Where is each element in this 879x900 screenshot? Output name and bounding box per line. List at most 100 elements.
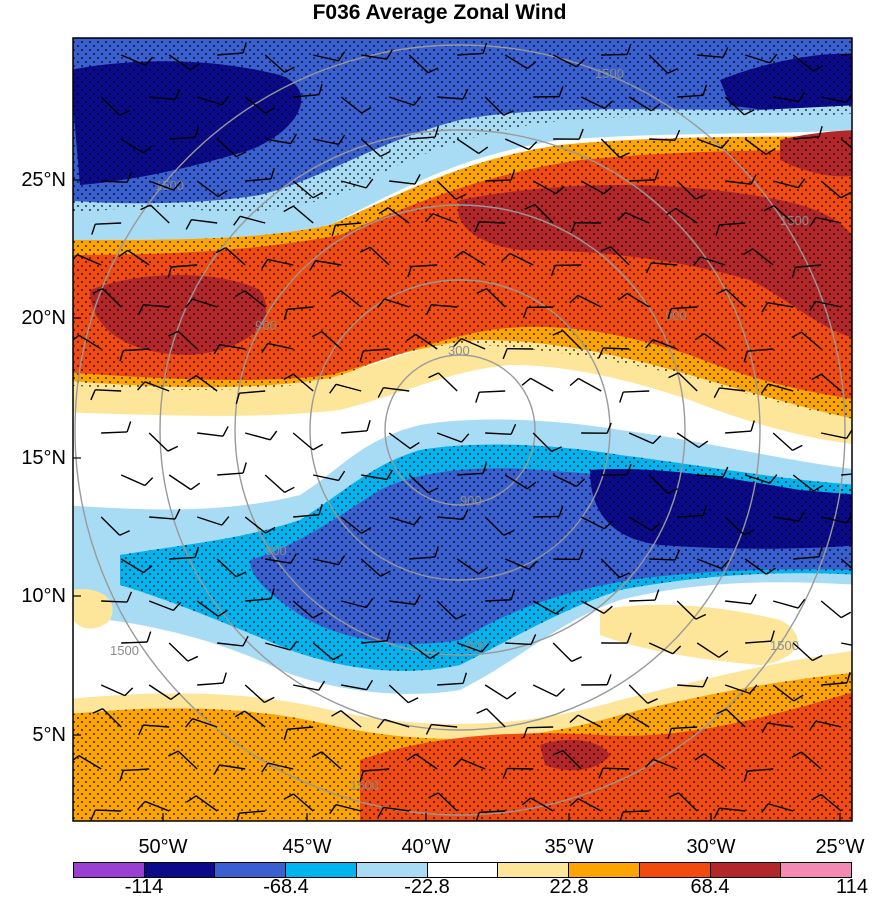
wind-barb (197, 426, 229, 437)
wind-barb (359, 348, 390, 362)
colorbar-swatch (356, 863, 428, 877)
wind-barb (501, 252, 534, 266)
wind-barb (617, 211, 650, 224)
wind-barb (233, 215, 266, 226)
wind-barb (331, 290, 362, 308)
wind-barb (521, 797, 554, 812)
colorbar-swatch (710, 863, 782, 877)
wind-barb (617, 292, 650, 308)
significance-stipple (73, 38, 852, 214)
wind-barb (437, 509, 469, 521)
wind-barb (361, 49, 393, 60)
wind-barb (92, 708, 122, 728)
wind-barb (772, 432, 803, 452)
latitude-label: 25°N (21, 169, 66, 191)
wind-barb (168, 330, 198, 350)
wind-barb (761, 302, 794, 313)
wind-barb (524, 203, 554, 224)
wind-barb (311, 751, 342, 770)
wind-barb (244, 684, 275, 704)
wind-barb (821, 671, 851, 686)
wind-barb (244, 96, 276, 114)
wind-barb (293, 503, 323, 518)
wind-barb (90, 389, 122, 401)
wind-barb (550, 264, 582, 277)
colorbar-swatch (144, 863, 216, 877)
wind-barb (552, 642, 582, 662)
wind-barb (716, 288, 746, 308)
wind-barb (340, 516, 372, 534)
wind-barb (840, 138, 852, 150)
wind-barb (581, 422, 612, 434)
wind-barb (598, 347, 630, 359)
wind-barb (676, 180, 707, 200)
wind-barb (236, 810, 266, 821)
wind-barb (725, 174, 757, 185)
colorbar-swatch (639, 863, 711, 877)
wind-barb (645, 758, 678, 770)
wind-barb (169, 126, 200, 140)
colorbar-label: -22.8 (404, 876, 450, 898)
wind-barb (773, 178, 806, 189)
wind-barb (360, 246, 390, 266)
wind-barb (245, 430, 278, 441)
wind-barb (761, 803, 794, 813)
latitude-label: 5°N (32, 724, 66, 746)
significance-stipple (73, 135, 852, 419)
wind-barb (186, 375, 218, 392)
wind-barb (196, 95, 230, 106)
wind-barb (569, 377, 602, 392)
wind-barb (408, 474, 439, 494)
wind-barb (456, 642, 490, 653)
colorbar-swatch (781, 863, 852, 877)
wind-barb (311, 331, 342, 350)
wind-barb (619, 390, 650, 403)
wind-barb (313, 470, 346, 482)
wind-barb (120, 474, 154, 487)
wind-barb (245, 168, 275, 182)
longitude-label: 25°W (815, 836, 865, 858)
wind-barb (196, 516, 230, 526)
wind-barb (713, 807, 746, 819)
wind-barb (120, 54, 154, 66)
wind-barb (628, 432, 662, 445)
wind-barb (436, 432, 470, 443)
wind-barb (793, 546, 823, 560)
wind-barb (329, 803, 362, 815)
wind-barb (148, 684, 181, 700)
wind-barb (724, 96, 755, 116)
wind-barb (436, 600, 467, 620)
wind-barb (120, 558, 153, 574)
wind-barb (504, 474, 537, 490)
wind-barb (265, 553, 297, 564)
wind-barb (676, 432, 709, 449)
wind-barb (697, 466, 729, 478)
colorbar-swatch (74, 863, 145, 877)
wind-barb (292, 600, 323, 619)
wind-barb (522, 726, 554, 739)
wind-barb (569, 714, 602, 728)
wind-barb (667, 306, 698, 320)
wind-barb (341, 679, 374, 691)
wind-barb (341, 420, 371, 434)
wind-barb (409, 546, 439, 560)
wind-barb (475, 390, 506, 403)
wind-barb (648, 474, 678, 494)
wind-barb (820, 600, 852, 619)
wind-barb (235, 390, 266, 404)
wind-barb (552, 54, 585, 68)
wind-barb (773, 91, 806, 103)
wind-barb (792, 474, 824, 492)
wind-barb (186, 795, 218, 812)
wind-barb (677, 84, 708, 98)
wind-barb (744, 138, 776, 156)
wind-barb (600, 246, 630, 266)
wind-barb (283, 726, 314, 741)
wind-barb (725, 593, 757, 605)
wind-barb (569, 294, 602, 308)
wind-barb (773, 511, 805, 522)
wind-barb (696, 642, 729, 658)
wind-barb (581, 674, 612, 686)
wind-barb (90, 809, 122, 821)
wind-barb (119, 768, 150, 782)
